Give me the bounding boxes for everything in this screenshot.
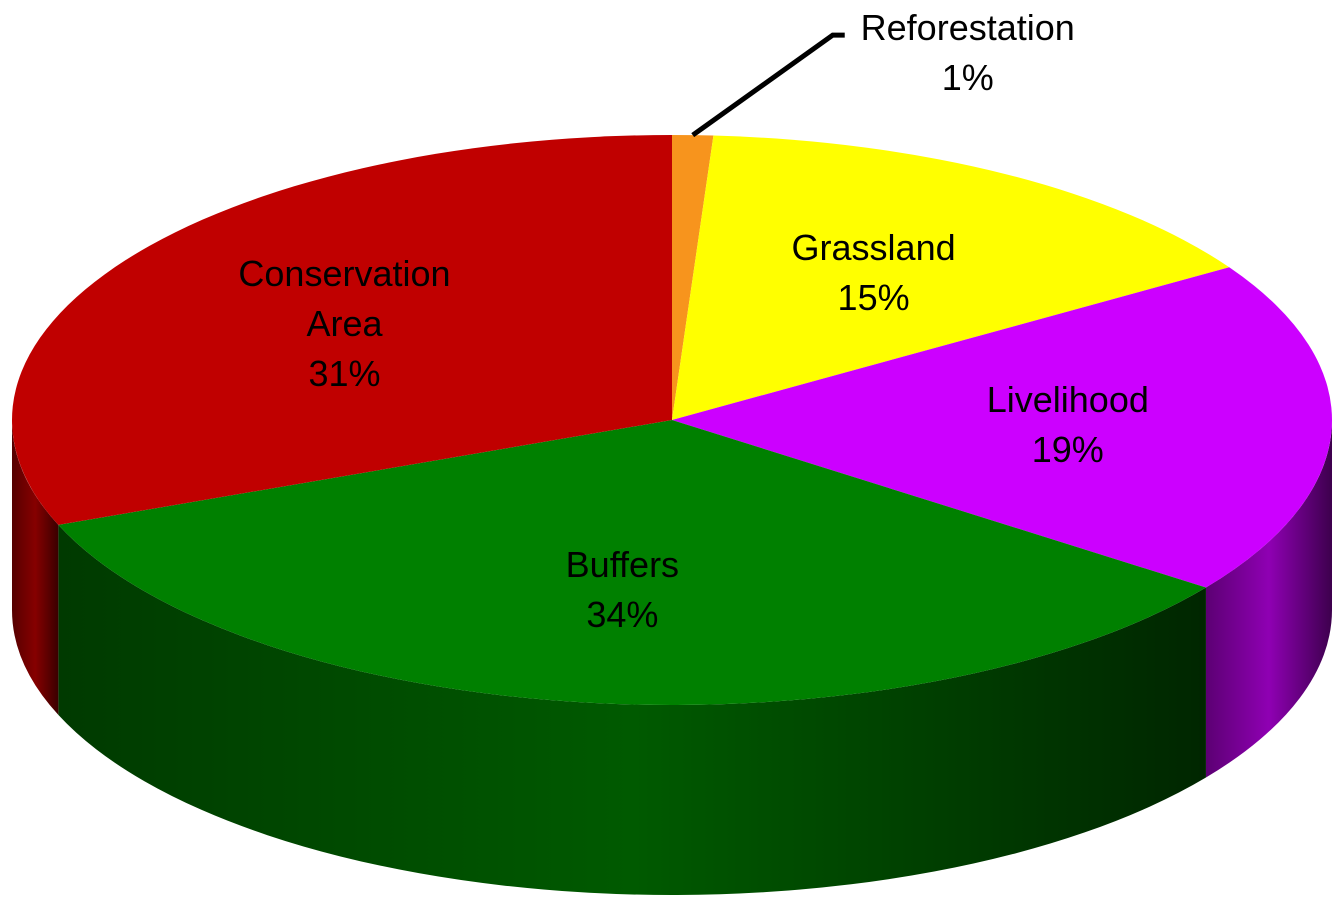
slice-side bbox=[12, 420, 59, 715]
slice bbox=[11, 135, 673, 525]
data-label: Livelihood 19% bbox=[943, 375, 1193, 475]
data-label: Grassland 15% bbox=[749, 223, 999, 323]
slice-side bbox=[58, 524, 1206, 896]
slice-side bbox=[1205, 420, 1332, 778]
label-value: 31% bbox=[308, 352, 381, 394]
slice bbox=[58, 420, 1206, 705]
data-label: Buffers 34% bbox=[497, 540, 747, 640]
label-name: Grassland bbox=[791, 226, 956, 268]
slice bbox=[672, 135, 714, 420]
slice bbox=[672, 135, 1230, 420]
slice bbox=[672, 267, 1332, 588]
label-value: 15% bbox=[837, 276, 910, 318]
leader-line bbox=[691, 32, 845, 138]
label-name: Buffers bbox=[565, 543, 680, 585]
label-name: Livelihood bbox=[986, 379, 1149, 421]
data-label: Reforestation 1% bbox=[843, 3, 1093, 103]
label-value: 34% bbox=[586, 593, 659, 635]
data-label: Conservation Area 31% bbox=[219, 249, 469, 399]
label-name: Conservation Area bbox=[238, 252, 451, 344]
label-value: 1% bbox=[941, 57, 994, 99]
label-name: Reforestation bbox=[860, 7, 1075, 49]
label-value: 19% bbox=[1031, 429, 1104, 471]
